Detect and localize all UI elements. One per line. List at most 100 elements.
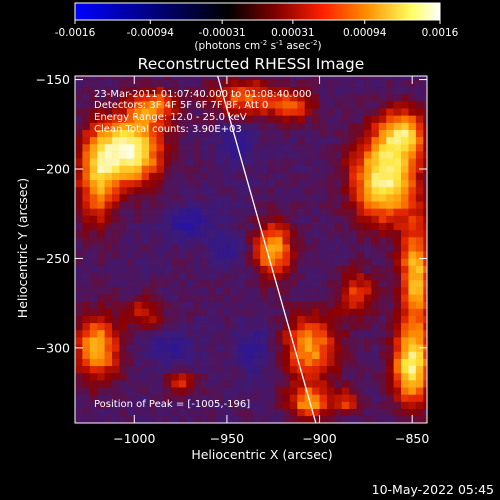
heatmap-cell: [289, 337, 298, 345]
heatmap-cell: [408, 380, 417, 388]
detectors-label: Detectors: 3F 4F 5F 6F 7F 8F, Att 0: [94, 100, 268, 111]
heatmap-cell: [319, 287, 328, 295]
heatmap-cell: [126, 258, 135, 266]
heatmap-cell: [371, 265, 380, 274]
heatmap-cell: [423, 236, 427, 245]
heatmap-cell: [75, 215, 83, 223]
heatmap-cell: [245, 115, 254, 123]
heatmap-cell: [163, 172, 172, 181]
heatmap-cell: [141, 258, 150, 266]
heatmap-cell: [312, 115, 320, 123]
heatmap-cell: [223, 408, 231, 417]
heatmap-cell: [356, 208, 365, 216]
heatmap-cell: [82, 179, 91, 188]
heatmap-cell: [200, 337, 209, 345]
heatmap-cell: [141, 251, 150, 259]
heatmap-cell: [141, 86, 150, 95]
colorbar-units: (photons cm-2 s-1 asec-2): [194, 39, 321, 52]
heatmap-cell: [289, 380, 298, 388]
heatmap-cell: [275, 136, 283, 145]
heatmap-cell: [289, 101, 298, 109]
heatmap-cell: [267, 287, 276, 295]
heatmap-cell: [230, 208, 239, 216]
heatmap-cell: [282, 344, 291, 352]
heatmap-cell: [393, 172, 402, 181]
heatmap-cell: [349, 115, 357, 123]
heatmap-cell: [275, 279, 283, 288]
heatmap-cell: [275, 308, 283, 316]
heatmap-cell: [163, 136, 172, 145]
heatmap-cell: [104, 344, 113, 352]
heatmap-cell: [275, 179, 283, 188]
heatmap-cell: [75, 93, 83, 102]
heatmap-cell: [356, 229, 365, 238]
heatmap-cell: [356, 201, 365, 209]
heatmap-cell: [260, 301, 268, 309]
heatmap-cell: [171, 387, 180, 395]
heatmap-cell: [252, 251, 261, 259]
heatmap-cell: [215, 122, 224, 130]
heatmap-cell: [371, 251, 380, 259]
heatmap-cell: [178, 244, 187, 252]
heatmap-cell: [171, 165, 180, 173]
heatmap-cell: [208, 344, 217, 352]
heatmap-cell: [223, 308, 231, 316]
heatmap-cell: [171, 380, 180, 388]
heatmap-cell: [104, 86, 113, 95]
heatmap-cell: [245, 265, 254, 274]
heatmap-cell: [141, 380, 150, 388]
heatmap-cell: [200, 143, 209, 152]
heatmap-cell: [408, 194, 417, 202]
heatmap-cell: [141, 308, 150, 316]
chart-title: Reconstructed RHESSI Image: [138, 55, 365, 73]
heatmap-cell: [75, 236, 83, 245]
heatmap-cell: [401, 108, 409, 116]
heatmap-cell: [289, 251, 298, 259]
heatmap-cell: [149, 143, 157, 152]
heatmap-cell: [371, 358, 380, 367]
heatmap-cell: [238, 179, 246, 188]
heatmap-cell: [104, 380, 113, 388]
heatmap-cell: [97, 394, 105, 402]
heatmap-cell: [326, 76, 335, 80]
heatmap-cell: [386, 387, 394, 395]
heatmap-cell: [260, 415, 268, 423]
heatmap-cell: [289, 351, 298, 359]
heatmap-cell: [186, 101, 194, 109]
heatmap-cell: [364, 201, 372, 209]
heatmap-cell: [200, 86, 209, 95]
heatmap-cell: [312, 143, 320, 152]
heatmap-cell: [252, 101, 261, 109]
heatmap-cell: [141, 158, 150, 166]
heatmap-cell: [208, 76, 217, 80]
heatmap-cell: [134, 294, 142, 302]
heatmap-cell: [386, 344, 394, 352]
heatmap-cell: [186, 329, 194, 338]
heatmap-cell: [401, 272, 409, 281]
heatmap-cell: [126, 308, 135, 316]
heatmap-cell: [215, 265, 224, 274]
heatmap-cell: [208, 172, 217, 181]
heatmap-cell: [393, 322, 402, 331]
heatmap-cell: [141, 337, 150, 345]
heatmap-cell: [238, 287, 246, 295]
heatmap-cell: [215, 279, 224, 288]
heatmap-cell: [149, 251, 157, 259]
heatmap-cell: [208, 101, 217, 109]
heatmap-cell: [223, 129, 231, 138]
heatmap-cell: [415, 287, 424, 295]
heatmap-cell: [97, 158, 105, 166]
heatmap-cell: [393, 108, 402, 116]
heatmap-cell: [215, 172, 224, 181]
heatmap-cell: [364, 365, 372, 374]
heatmap-cell: [252, 201, 261, 209]
heatmap-cell: [415, 308, 424, 316]
heatmap-cell: [386, 186, 394, 195]
heatmap-cell: [267, 86, 276, 95]
heatmap-cell: [326, 329, 335, 338]
heatmap-cell: [126, 380, 135, 388]
heatmap-cell: [371, 122, 380, 130]
heatmap-cell: [252, 258, 261, 266]
heatmap-cell: [126, 287, 135, 295]
heatmap-cell: [97, 151, 105, 159]
